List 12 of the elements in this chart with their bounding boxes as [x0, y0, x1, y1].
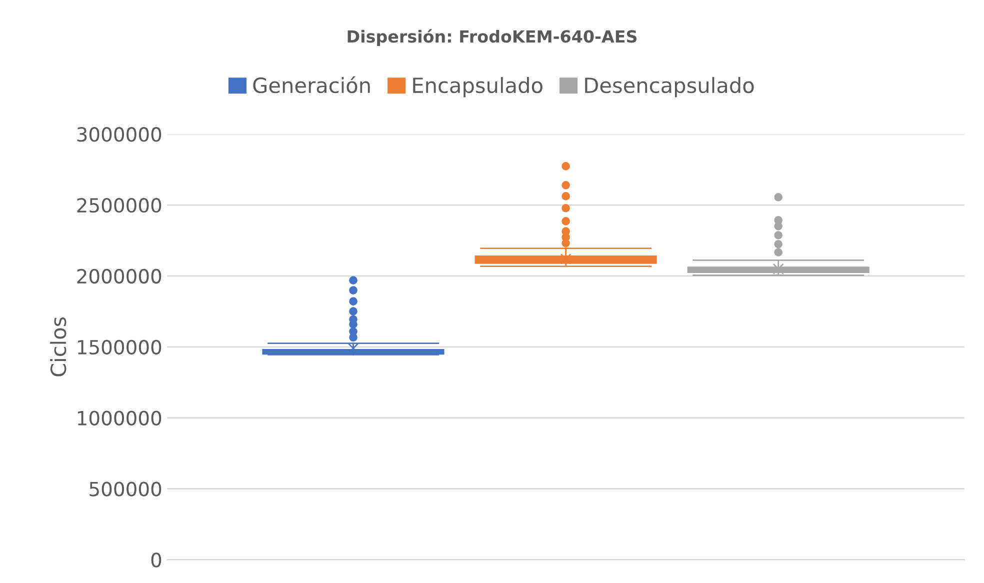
y-tick-label: 3000000	[77, 127, 162, 142]
legend-label: Encapsulado	[413, 77, 542, 98]
y-axis-title: Ciclos	[50, 317, 66, 376]
y-tick-label: 1500000	[78, 340, 162, 355]
chart-title: Dispersión: FrodoKEM-640-AES	[348, 29, 637, 46]
y-tick-label: 2500000	[77, 198, 162, 213]
y-tick-label: 2000000	[77, 268, 162, 284]
y-tick-label: 500000	[90, 482, 162, 496]
legend-label: Desencapsulado	[585, 77, 754, 98]
y-tick-label: 1000000	[78, 410, 162, 426]
y-tick-label: 0	[151, 552, 162, 568]
legend-label: Generación	[253, 76, 370, 94]
